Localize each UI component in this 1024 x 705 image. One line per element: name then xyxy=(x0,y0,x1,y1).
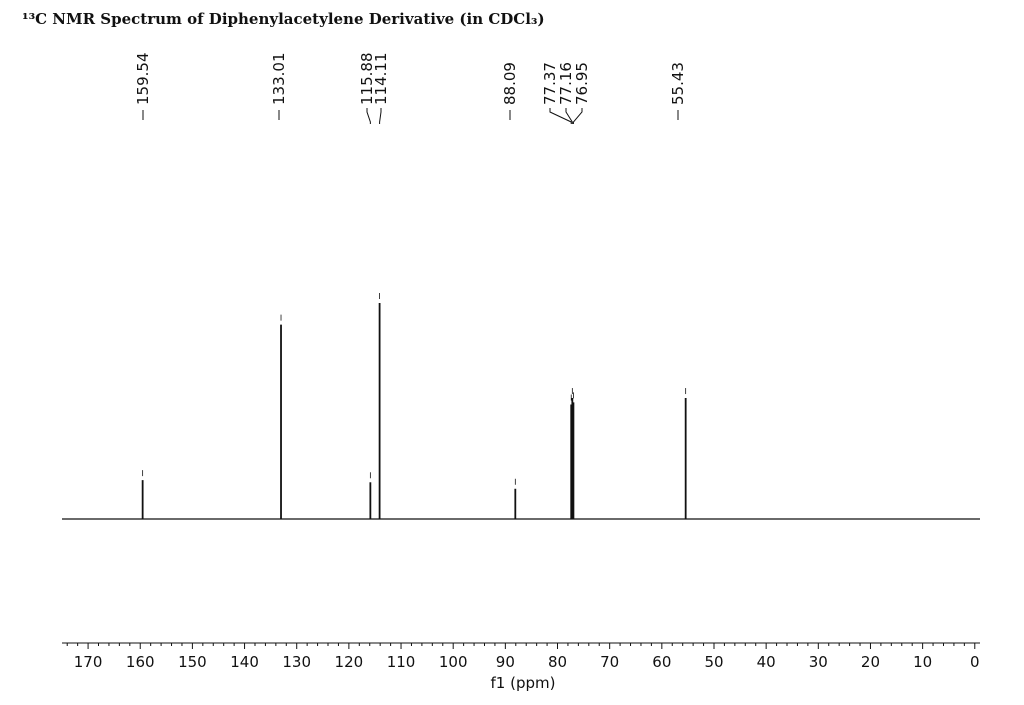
peak-label-4: 88.09 xyxy=(501,62,519,105)
peak-label-connector-5 xyxy=(549,108,572,124)
x-tick-label: 100 xyxy=(439,653,468,671)
peak-label-connector-7 xyxy=(572,108,583,124)
x-tick-label: 150 xyxy=(178,653,207,671)
x-tick-label: 30 xyxy=(809,653,828,671)
peak-label-3: 114.11 xyxy=(372,53,390,106)
x-axis-label: f1 (ppm) xyxy=(491,674,556,692)
peak-label-6: 77.16 xyxy=(557,62,575,105)
peak-label-0: 159.54 xyxy=(134,53,152,106)
x-tick-label: 110 xyxy=(387,653,416,671)
peak-label-5: 77.37 xyxy=(541,62,559,105)
x-axis: 170 160 150 140 130 120 110 100 90 80 70 60 50 40 30 20… xyxy=(62,642,980,671)
x-tick-label: 10 xyxy=(913,653,932,671)
peak-label-1: 133.01 xyxy=(270,53,288,106)
chart-title: ¹³C NMR Spectrum of Diphenylacetylene De… xyxy=(22,10,545,28)
peak-label-connector-2 xyxy=(366,108,371,124)
x-tick-label: 90 xyxy=(496,653,515,671)
x-tick-label: 80 xyxy=(548,653,567,671)
peak-label-connector-3 xyxy=(379,108,382,124)
x-tick-label: 130 xyxy=(282,653,311,671)
x-tick-label: 160 xyxy=(126,653,155,671)
x-tick-label: 40 xyxy=(757,653,776,671)
x-tick-label: 120 xyxy=(335,653,364,671)
x-tick-label: 50 xyxy=(704,653,723,671)
x-tick-label: 70 xyxy=(600,653,619,671)
peak-label-8: 55.43 xyxy=(669,62,687,105)
spectrum xyxy=(62,293,980,520)
x-tick-label: 20 xyxy=(861,653,880,671)
x-tick-label: 170 xyxy=(74,653,103,671)
peak-label-7: 76.95 xyxy=(573,62,591,105)
peak-label-2: 115.88 xyxy=(358,53,376,106)
x-tick-label: 60 xyxy=(652,653,671,671)
peak-label-connector-6 xyxy=(565,108,573,124)
x-tick-label: 0 xyxy=(970,653,980,671)
x-tick-label: 140 xyxy=(230,653,259,671)
